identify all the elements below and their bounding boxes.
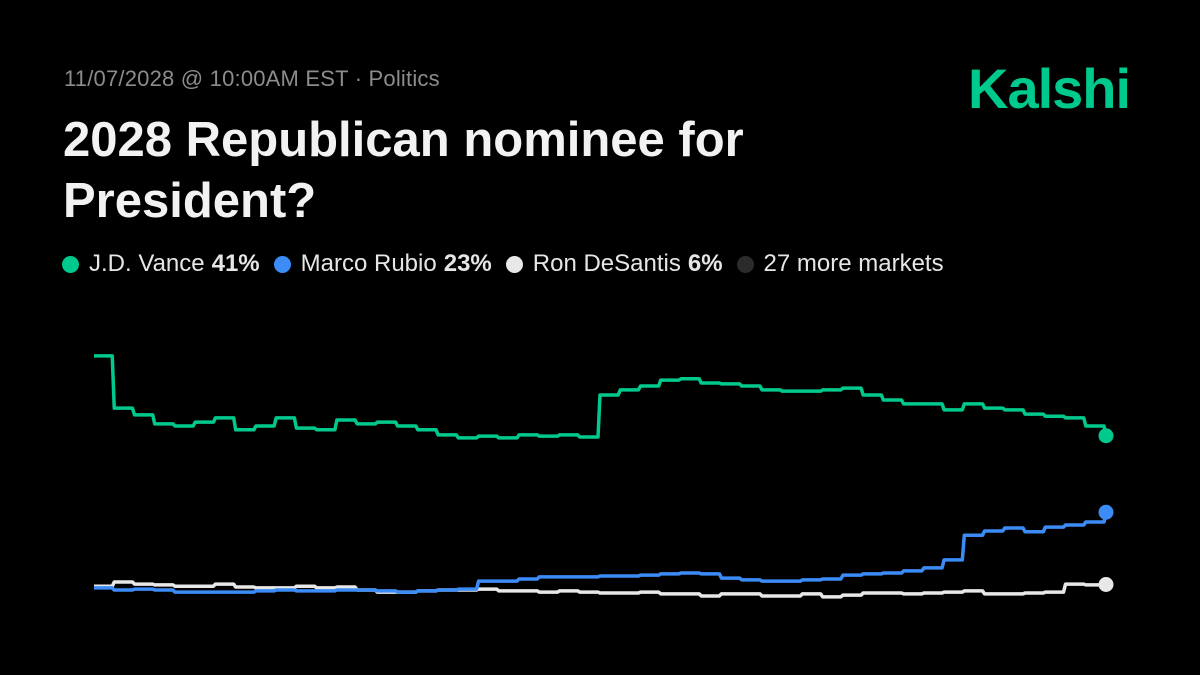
series-line-marco-rubio — [94, 511, 1108, 594]
series-line-ron-desantis — [94, 580, 1107, 599]
legend-value: 41% — [211, 250, 260, 277]
legend-dot-icon — [505, 255, 523, 273]
legend-value: 6% — [687, 250, 723, 277]
legend-item-rubio[interactable]: Marco Rubio 23% — [273, 250, 492, 278]
legend: J.D. Vance 41% Marco Rubio 23% Ron DeSan… — [62, 250, 958, 278]
legend-dot-icon — [273, 255, 291, 273]
legend-item-vance[interactable]: J.D. Vance 41% — [62, 250, 260, 278]
legend-dot-icon — [736, 255, 754, 273]
series-endpoint-marco-rubio — [1098, 504, 1114, 520]
legend-item-more-markets[interactable]: 27 more markets — [736, 250, 944, 278]
series-endpoint-j-d-vance — [1098, 428, 1114, 444]
legend-item-desantis[interactable]: Ron DeSantis 6% — [505, 250, 723, 278]
series-line-j-d-vance — [94, 354, 1108, 440]
legend-dot-icon — [62, 255, 79, 273]
page-title: 2028 Republican nominee for President? — [63, 113, 744, 228]
legend-label: 27 more markets — [763, 250, 944, 277]
legend-label: Ron DeSantis — [532, 250, 681, 277]
series-endpoint-ron-desantis — [1098, 577, 1114, 592]
legend-label: J.D. Vance — [89, 250, 205, 277]
market-meta: 11/07/2028 @ 10:00AM EST · Politics — [64, 66, 440, 91]
legend-label: Marco Rubio — [300, 250, 437, 277]
legend-value: 23% — [443, 250, 492, 277]
kalshi-logo: Kalshi — [968, 57, 1131, 120]
